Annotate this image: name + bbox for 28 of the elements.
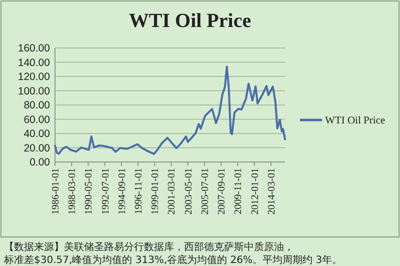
x-tick-label: 1988-03-01 xyxy=(67,168,78,215)
y-tick-label: 80.00 xyxy=(24,100,50,112)
legend-label: WTI Oil Price xyxy=(325,116,386,127)
x-tick-label: 2003-05-01 xyxy=(183,168,194,215)
y-tick-label: 160.00 xyxy=(18,42,50,55)
x-tick-label: 1986-01-01 xyxy=(50,168,62,215)
x-tick-label: 2001-03-01 xyxy=(166,168,178,215)
x-tick-label: 1994-09-01 xyxy=(116,168,128,215)
x-tick-label: 1990-05-01 xyxy=(84,168,95,215)
x-tick-label: 2005-07-01 xyxy=(200,168,211,215)
text: 【数据来源】美联储圣路易分行数据库，西部德克萨斯中质原油， xyxy=(4,241,294,253)
chart-title: WTI Oil Price xyxy=(128,10,252,32)
x-tick-label: 2009-11-01 xyxy=(233,168,244,214)
y-tick-label: 140.00 xyxy=(18,56,50,69)
x-tick-label: 2007-09-01 xyxy=(216,168,228,215)
text: 标准差$30.57,峰值为均值的 313%,谷底为均值的 26%。平均周期约 3年。 xyxy=(3,254,342,266)
y-tick-label: 40.00 xyxy=(24,128,50,140)
x-tick-label: 1996-11-01 xyxy=(134,168,145,214)
y-tick-label: 120.00 xyxy=(18,71,50,84)
x-tick-label: 2014-03-01 xyxy=(266,168,278,215)
y-tick-label: 0.00 xyxy=(30,156,50,169)
y-tick-label: 20.00 xyxy=(24,142,50,154)
y-tick-label: 60.00 xyxy=(24,114,50,126)
line-series xyxy=(54,66,286,155)
y-tick-label: 100.00 xyxy=(18,85,50,98)
x-tick-label: 1999-01-01 xyxy=(150,168,162,215)
x-tick-label: 1992-07-01 xyxy=(100,168,112,215)
x-tick-label: 2012-01-01 xyxy=(250,168,261,215)
